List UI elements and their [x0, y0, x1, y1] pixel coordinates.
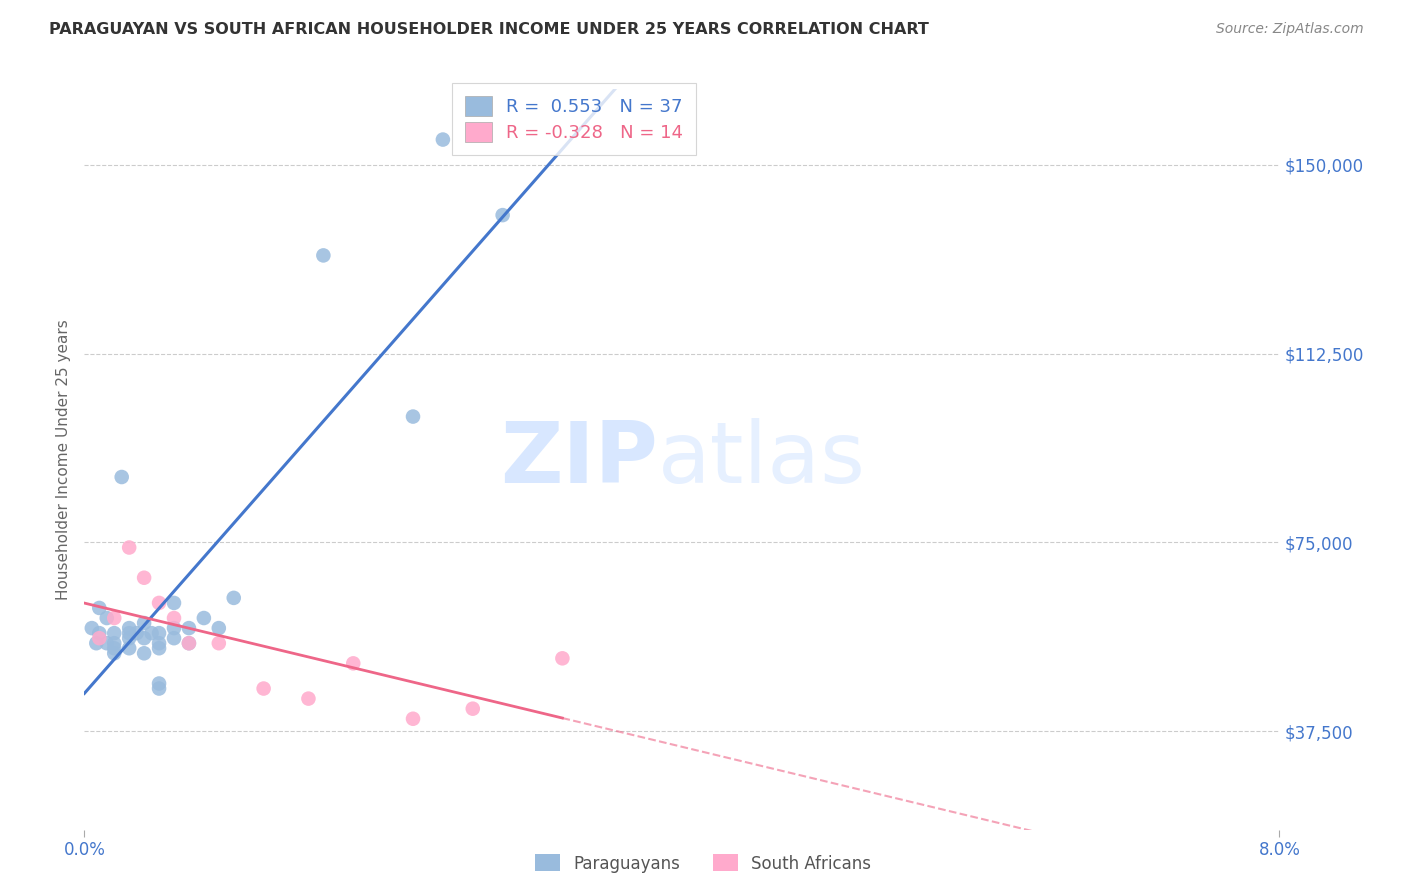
Point [118, 641, 141, 656]
Point [193, 611, 215, 625]
Point [118, 541, 141, 555]
Point [163, 621, 186, 635]
Point [89, 631, 111, 645]
Point [103, 641, 125, 656]
Legend: Paraguayans, South Africans: Paraguayans, South Africans [527, 847, 879, 880]
Point [96, 636, 118, 650]
Point [125, 626, 148, 640]
Point [163, 631, 186, 645]
Point [118, 631, 141, 645]
Point [177, 636, 200, 650]
Point [132, 631, 156, 645]
Point [103, 636, 125, 650]
Point [208, 621, 231, 635]
Point [461, 701, 484, 715]
Point [148, 641, 170, 656]
Point [96, 611, 118, 625]
Point [118, 626, 141, 640]
Y-axis label: Householder Income Under 25 years: Householder Income Under 25 years [56, 319, 72, 599]
Point [312, 248, 335, 262]
Point [402, 409, 425, 424]
Text: PARAGUAYAN VS SOUTH AFRICAN HOUSEHOLDER INCOME UNDER 25 YEARS CORRELATION CHART: PARAGUAYAN VS SOUTH AFRICAN HOUSEHOLDER … [49, 22, 929, 37]
Point [148, 676, 170, 690]
Point [163, 611, 186, 625]
Point [148, 596, 170, 610]
Point [141, 626, 163, 640]
Point [89, 626, 111, 640]
Text: Source: ZipAtlas.com: Source: ZipAtlas.com [1216, 22, 1364, 37]
Point [163, 596, 186, 610]
Point [103, 611, 125, 625]
Point [132, 646, 156, 660]
Point [177, 636, 200, 650]
Point [148, 681, 170, 696]
Point [89, 601, 111, 615]
Point [148, 636, 170, 650]
Point [118, 621, 141, 635]
Text: atlas: atlas [658, 417, 866, 501]
Point [222, 591, 245, 605]
Point [402, 712, 425, 726]
Point [148, 626, 170, 640]
Point [103, 626, 125, 640]
Point [132, 571, 156, 585]
Point [177, 621, 200, 635]
Point [492, 208, 515, 222]
Legend: R =  0.553   N = 37, R = -0.328   N = 14: R = 0.553 N = 37, R = -0.328 N = 14 [451, 84, 696, 155]
Point [208, 636, 231, 650]
Point [86, 636, 108, 650]
Point [253, 681, 276, 696]
Point [297, 691, 319, 706]
Point [103, 646, 125, 660]
Point [111, 470, 134, 484]
Text: ZIP: ZIP [501, 417, 658, 501]
Point [551, 651, 574, 665]
Point [80, 621, 103, 635]
Point [432, 132, 454, 146]
Point [342, 657, 364, 671]
Point [132, 616, 156, 631]
